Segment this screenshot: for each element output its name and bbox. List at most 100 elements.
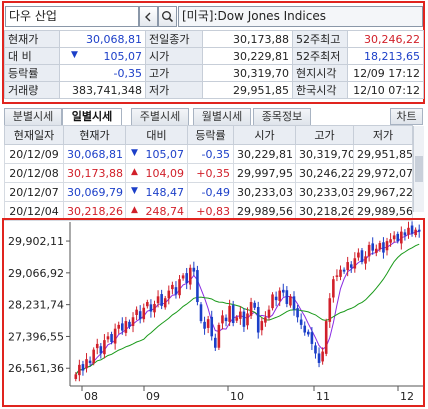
candle-body (81, 364, 85, 371)
cell-low: 29,951,85 (353, 144, 413, 164)
candle-body (342, 269, 346, 272)
candle-body (407, 227, 410, 235)
value-change: ▼ 105,07 (59, 47, 146, 65)
candle-body (367, 244, 371, 257)
candle-body (396, 233, 400, 242)
x-tick-label: 09 (146, 390, 160, 403)
value-prev-close: 30,173,88 (202, 30, 293, 48)
price-chart[interactable]: 29,902,11 29,066,92 28,231,74 27,396,55 26,5… (4, 220, 423, 405)
candle-body (110, 334, 113, 343)
search-icon (162, 11, 174, 23)
quote-row: 거래량 383,741,348 저가 29,951,85 한국시각 12/10 … (4, 81, 424, 99)
candle-body (346, 262, 349, 271)
candle-body (385, 241, 389, 251)
quote-row: 현재가 30,068,81 전일종가 30,173,88 52주최고 30,24… (4, 30, 424, 48)
candle-body (314, 345, 317, 354)
col-open: 시가 (233, 125, 296, 145)
y-tick-label: 26,561,36 (8, 362, 64, 375)
candle-body (303, 325, 307, 333)
candle-body (214, 337, 217, 348)
candle-body (310, 332, 314, 344)
y-tick-label: 29,902,11 (8, 235, 64, 248)
candle-body (174, 287, 178, 295)
table-header-row: 현재일자 현재가 대비 등락률 시가 고가 저가 (4, 125, 413, 145)
candle-body (210, 316, 214, 337)
candle-body (146, 302, 149, 307)
col-high: 고가 (295, 125, 354, 145)
tab-weekly[interactable]: 주별시세 (131, 108, 189, 125)
down-arrow-icon: ▼ (131, 147, 138, 158)
cell-date: 20/12/09 (4, 144, 64, 164)
cell-high: 30,246,22 (295, 163, 354, 183)
label-change: 대 비 (4, 47, 60, 65)
cell-open: 29,989,56 (233, 201, 296, 221)
candle-body (217, 324, 221, 348)
scrollbar-thumb[interactable] (415, 156, 423, 182)
cell-high: 30,218,26 (295, 201, 354, 221)
search-button[interactable] (158, 6, 177, 27)
candle-body (199, 304, 203, 322)
candle-body (167, 290, 171, 299)
table-row[interactable]: 20/12/09 30,068,81 ▼ 105,07 -0,35 30,229,… (4, 144, 413, 164)
tab-monthly[interactable]: 월별시세 (193, 108, 251, 125)
y-tick-label: 28,231,74 (8, 299, 64, 312)
candle-body (321, 351, 324, 362)
code-input[interactable]: 다우 산업 (5, 6, 139, 27)
value-52w-high: 30,246,22 (347, 30, 424, 48)
cell-price: 30,218,26 (63, 201, 126, 221)
candle-body (160, 294, 163, 306)
candle-body (253, 302, 256, 308)
candle-body (285, 290, 289, 304)
candle-body (95, 343, 99, 349)
candle-body (281, 289, 285, 293)
index-name-field: [미국]:Dow Jones Indices (178, 6, 423, 27)
candle-body (267, 309, 271, 318)
candle-body (324, 321, 328, 354)
col-low: 저가 (353, 125, 413, 145)
prev-button[interactable] (139, 6, 158, 27)
label-low: 저가 (145, 81, 203, 99)
candle-body (106, 336, 110, 340)
chart-panel-highlight (2, 218, 425, 407)
candle-body (242, 311, 246, 327)
candle-body (221, 315, 224, 324)
col-price: 현재가 (63, 125, 126, 145)
candle-body (389, 239, 392, 243)
cell-open: 29,997,95 (233, 163, 296, 183)
label-local-time: 현지시각 (292, 64, 348, 82)
candle-body (296, 308, 299, 318)
cell-rate: +0,35 (187, 163, 234, 183)
candle-body (135, 309, 138, 315)
tab-daily[interactable]: 일별시세 (62, 108, 122, 125)
candle-body (307, 331, 310, 335)
tab-minute[interactable]: 분별시세 (4, 108, 62, 125)
cell-price: 30,173,88 (63, 163, 126, 183)
cell-low: 29,972,07 (353, 163, 413, 183)
candle-body (249, 302, 253, 316)
candle-body (328, 298, 332, 322)
value-rate: -0,35 (59, 64, 146, 82)
cell-price: 30,068,81 (63, 144, 126, 164)
table-scrollbar[interactable] (413, 126, 424, 212)
cell-rate: -0,49 (187, 182, 234, 202)
table-row[interactable]: 20/12/04 30,218,26 ▲ 248,74 +0,83 29,989,… (4, 201, 413, 221)
x-tick-label: 11 (316, 390, 330, 403)
cell-rate: +0,83 (187, 201, 234, 221)
down-arrow-icon: ▼ (71, 49, 78, 60)
ma-short-line (75, 231, 420, 375)
cell-price: 30,069,79 (63, 182, 126, 202)
candle-body (349, 264, 353, 268)
table-row[interactable]: 20/12/08 30,173,88 ▲ 104,09 +0,35 29,997,… (4, 163, 413, 183)
label-current: 현재가 (4, 30, 60, 48)
chart-button[interactable]: 차트 (390, 108, 423, 125)
candle-body (382, 242, 385, 253)
moving-averages (75, 231, 420, 375)
candle-body (371, 243, 375, 251)
tab-info[interactable]: 종목정보 (253, 108, 311, 125)
candle-body (128, 321, 131, 327)
chevron-left-icon (145, 12, 151, 22)
candle-body (171, 284, 174, 290)
table-row[interactable]: 20/12/07 30,069,79 ▼ 148,47 -0,49 30,233,… (4, 182, 413, 202)
y-tick-label: 27,396,55 (8, 330, 64, 343)
candle-body (289, 296, 292, 306)
